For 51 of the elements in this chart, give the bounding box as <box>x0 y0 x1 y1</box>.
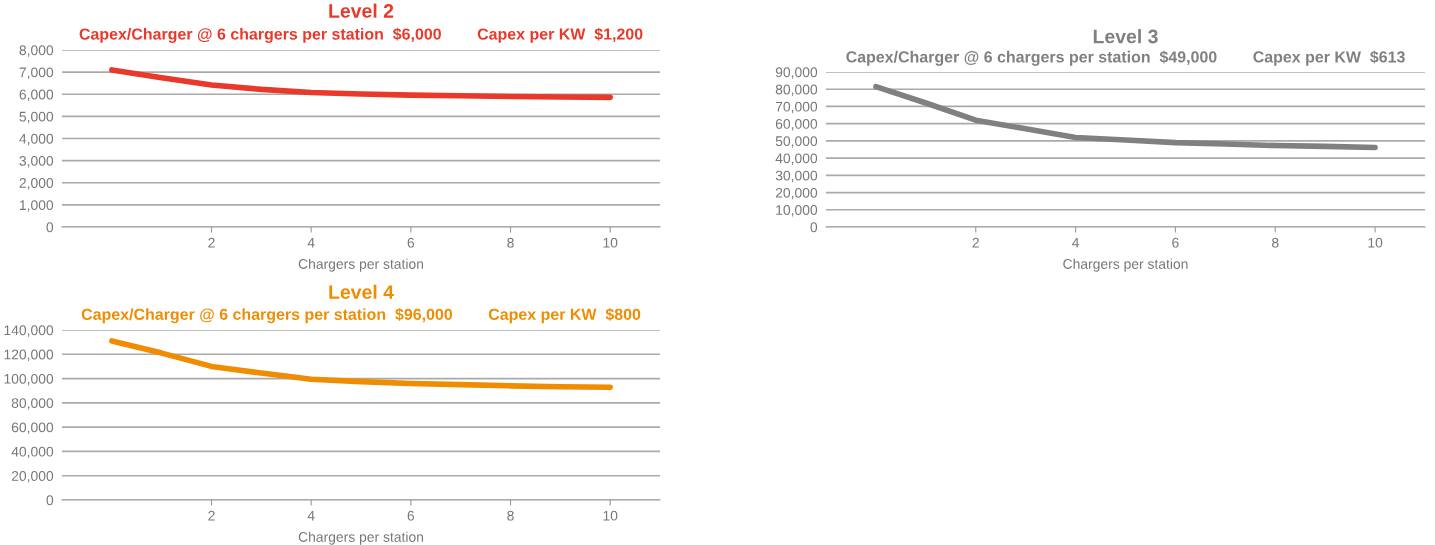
x-tick-label: 2 <box>972 237 979 248</box>
y-tick-label: 120,000 <box>4 349 54 362</box>
chart-title: Level 4 <box>329 284 394 299</box>
chart-subtitle: Capex/Charger @ 6 chargers per station $6,000 Capex per KW $1,200 <box>79 27 643 43</box>
x-tick-label: 8 <box>507 237 514 248</box>
x-tick-label: 4 <box>307 237 315 248</box>
y-tick-label: 20,000 <box>11 471 54 483</box>
x-tick-label: 2 <box>208 510 215 521</box>
chart-title: Level 2 <box>329 3 394 18</box>
y-tick-label: 90,000 <box>775 67 818 79</box>
y-tick-label: 40,000 <box>775 153 818 165</box>
y-tick-label: 70,000 <box>775 101 818 114</box>
y-tick-label: 80,000 <box>775 84 818 97</box>
chart-subtitle: Capex/Charger @ 6 chargers per station $96,000 Capex per KW $800 <box>81 307 641 324</box>
y-tick-label: 6,000 <box>19 89 54 102</box>
x-tick-label: 4 <box>307 510 315 521</box>
x-axis-title: Chargers per station <box>298 531 424 545</box>
y-tick-label: 1,000 <box>19 200 54 212</box>
x-tick-label: 10 <box>1368 237 1383 248</box>
y-tick-label: 7,000 <box>19 67 54 79</box>
y-tick-label: 140,000 <box>4 325 54 337</box>
y-tick-label: 60,000 <box>775 119 818 131</box>
y-tick-label: 10,000 <box>776 205 818 217</box>
x-tick-label: 6 <box>407 237 415 248</box>
chart-title: Level 3 <box>1093 29 1158 44</box>
y-tick-label: 0 <box>810 222 818 233</box>
y-tick-label: 80,000 <box>11 398 54 410</box>
y-tick-label: 8,000 <box>19 45 54 57</box>
x-tick-label: 4 <box>1072 237 1080 248</box>
x-tick-label: 10 <box>603 510 618 521</box>
y-tick-label: 4,000 <box>19 133 54 146</box>
y-tick-label: 3,000 <box>19 155 54 168</box>
x-tick-label: 10 <box>603 237 618 248</box>
y-tick-label: 0 <box>46 222 54 233</box>
y-tick-label: 30,000 <box>775 170 818 183</box>
x-tick-label: 6 <box>1172 237 1179 248</box>
x-tick-label: 6 <box>407 510 415 521</box>
y-tick-label: 40,000 <box>11 446 54 459</box>
chart-subtitle: Capex/Charger @ 6 chargers per station $49,000 Capex per KW $613 <box>846 50 1405 66</box>
y-tick-label: 2,000 <box>19 178 54 190</box>
x-axis-title: Chargers per station <box>298 258 424 272</box>
y-tick-label: 50,000 <box>775 136 818 148</box>
y-tick-label: 100,000 <box>4 373 54 386</box>
x-tick-label: 2 <box>208 237 215 248</box>
y-tick-label: 0 <box>46 495 54 506</box>
y-tick-label: 5,000 <box>19 111 54 124</box>
x-axis-title: Chargers per station <box>1063 258 1188 272</box>
x-tick-label: 8 <box>1271 237 1279 248</box>
y-tick-label: 20,000 <box>775 187 818 200</box>
x-tick-label: 8 <box>507 510 514 521</box>
y-tick-label: 60,000 <box>11 422 54 434</box>
